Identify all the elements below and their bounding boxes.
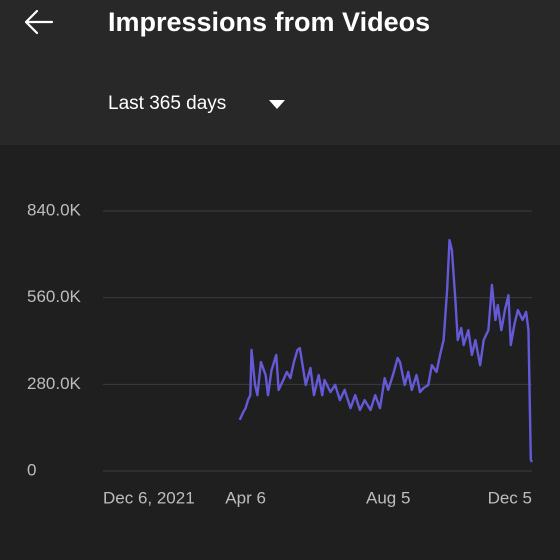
dropdown-icon[interactable]: [269, 100, 285, 109]
y-tick-label: 280.0K: [27, 374, 82, 393]
header-bg: [0, 0, 560, 145]
x-tick-label: Apr 6: [225, 488, 266, 507]
back-button[interactable]: [24, 9, 54, 35]
back-arrow[interactable]: [24, 9, 54, 35]
y-tick-label: 0: [27, 460, 36, 479]
x-tick-label: Dec 6, 2021: [103, 488, 195, 507]
period-selector[interactable]: Last 365 days: [108, 93, 226, 114]
y-tick-label: 560.0K: [27, 287, 82, 306]
series-line: [238, 238, 534, 463]
chart-bg: [0, 145, 560, 560]
chart: 0 280.0K 560.0K 840.0K Dec 6, 2021 Apr 6 Aug 5…: [27, 200, 534, 507]
y-tick-label: 840.0K: [27, 200, 82, 219]
page-title: Impressions from Videos: [108, 7, 430, 37]
x-tick-label: Aug 5: [366, 488, 410, 507]
x-tick-label: Dec 5: [488, 488, 532, 507]
